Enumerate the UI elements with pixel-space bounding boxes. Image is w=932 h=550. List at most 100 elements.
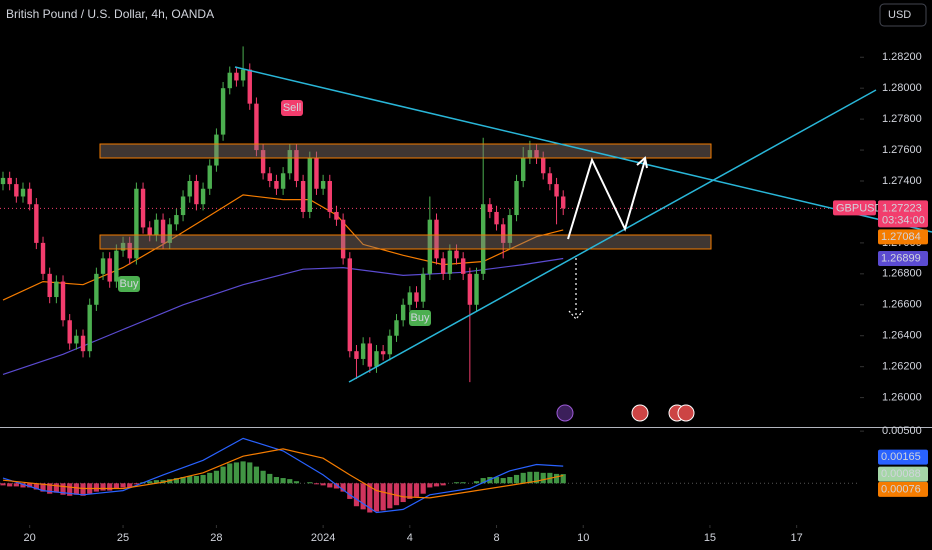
candle-body: [507, 215, 513, 243]
histogram-bar: [113, 483, 119, 489]
histogram-bar: [373, 483, 380, 512]
support-zone: [99, 234, 712, 250]
x-tick-label: 28: [210, 532, 222, 544]
x-tick-label: 20: [24, 532, 36, 544]
histogram-bar: [333, 483, 340, 489]
candle-body: [34, 204, 39, 243]
candle-body: [314, 157, 319, 189]
histogram-bar: [393, 483, 400, 506]
histogram-bar: [153, 480, 159, 484]
candle-body: [561, 196, 566, 209]
candle-body: [40, 242, 46, 274]
histogram-bar: [407, 483, 413, 499]
symbol-tag: GBPUSD: [836, 202, 883, 214]
histogram-bar: [133, 483, 139, 485]
candle-body: [454, 250, 459, 259]
candle-body: [134, 188, 139, 259]
event-icon[interactable]: [556, 404, 574, 422]
labels-layer: British Pound / U.S. Dollar, 4h, OANDA U…: [6, 3, 928, 544]
candle-body: [200, 188, 206, 205]
candle-body: [280, 173, 286, 189]
signal-tag: 0.00076: [881, 483, 921, 495]
candle-body: [187, 181, 192, 197]
histogram-bar: [20, 483, 26, 488]
candle-body: [20, 188, 26, 197]
histogram-bar: [367, 483, 373, 513]
candle-body: [440, 258, 446, 274]
candle-body: [54, 281, 59, 298]
histogram-bar: [267, 473, 273, 484]
candle-body: [260, 150, 266, 174]
candle-body: [114, 250, 119, 282]
candle-body: [167, 224, 172, 243]
candle-body: [60, 281, 66, 321]
histogram-bar: [453, 482, 460, 484]
histogram-bar: [500, 478, 506, 484]
candle-body: [447, 250, 453, 274]
candle-body: [194, 181, 199, 205]
candle-body: [234, 72, 239, 81]
y-tick-label: 1.26200: [882, 361, 922, 373]
y-tick-label: 1.28000: [882, 82, 922, 94]
histogram-bar: [200, 474, 206, 484]
candle-body: [387, 335, 393, 355]
candle-body: [267, 173, 272, 182]
histogram-bar: [147, 481, 153, 484]
histogram-bar: [480, 478, 486, 484]
lower-trendline: [348, 89, 877, 383]
candle-body: [254, 103, 259, 151]
candle-body: [414, 292, 419, 302]
currency-label[interactable]: USD: [888, 9, 911, 21]
candle-body: [327, 181, 332, 212]
histogram-bar: [220, 466, 226, 484]
histogram-bar: [347, 483, 353, 499]
x-tick-label: 8: [493, 532, 499, 544]
event-flag-us[interactable]: [677, 404, 695, 422]
symbol-tag-bg: [833, 200, 876, 216]
histogram-bar: [433, 483, 440, 487]
price-tag: 1.27223: [882, 202, 922, 214]
signal-tag-bg: [878, 481, 928, 497]
y-tick-label: 1.28200: [882, 51, 922, 63]
y-tick-label: 0.00500: [882, 425, 922, 437]
resistance-zone: [99, 143, 712, 159]
line-value-tag: 1.26899: [881, 252, 921, 264]
indicator-line: [2, 448, 564, 499]
candle-body: [294, 150, 299, 182]
x-tick-label: 4: [407, 532, 413, 544]
alt-arrowhead: [568, 310, 584, 320]
candle-body: [354, 351, 359, 359]
candle-body: [174, 215, 179, 225]
macd-tag-bg: [878, 449, 928, 465]
currency-button[interactable]: [879, 3, 927, 27]
histogram-bar: [387, 483, 393, 509]
histogram-tag: 0.00088: [881, 468, 921, 480]
base-layer: [0, 56, 932, 528]
histogram-bar: [67, 483, 73, 496]
histogram-bar: [227, 463, 233, 484]
histogram-bar: [313, 483, 320, 485]
indicator-line: [2, 437, 564, 514]
candle-body: [120, 242, 126, 251]
candle-body: [0, 177, 6, 185]
y-tick-label: 1.26600: [882, 299, 922, 311]
signal-label: Buy: [120, 278, 139, 290]
chart-title: British Pound / U.S. Dollar, 4h, OANDA: [6, 7, 214, 21]
histogram-bar: [40, 483, 46, 492]
histogram-bar: [7, 483, 13, 487]
candle-body: [7, 177, 12, 185]
histogram-bar: [273, 477, 280, 484]
candle-body: [380, 351, 386, 355]
event-flag-us[interactable]: [631, 404, 649, 422]
histogram-bar: [513, 474, 520, 484]
histogram-bar: [473, 481, 480, 484]
candle-body: [240, 69, 246, 81]
histogram-bar: [127, 483, 133, 488]
histogram-bar: [253, 466, 260, 484]
histogram-bar: [287, 479, 293, 484]
candle-body: [67, 320, 72, 344]
x-tick-label: 17: [791, 532, 803, 544]
candle-body: [307, 157, 312, 212]
